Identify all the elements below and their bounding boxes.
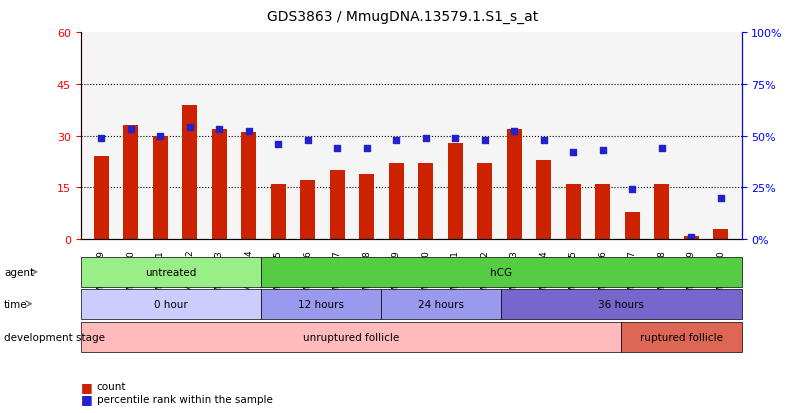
Point bbox=[567, 150, 580, 156]
Bar bbox=[477, 164, 492, 240]
Text: 36 hours: 36 hours bbox=[598, 299, 644, 309]
Point bbox=[213, 127, 226, 133]
Point bbox=[272, 141, 285, 148]
Point bbox=[390, 137, 403, 144]
Point bbox=[95, 135, 108, 142]
Text: agent: agent bbox=[4, 267, 34, 277]
Text: unruptured follicle: unruptured follicle bbox=[303, 332, 399, 342]
Bar bbox=[507, 129, 521, 240]
Text: GDS3863 / MmugDNA.13579.1.S1_s_at: GDS3863 / MmugDNA.13579.1.S1_s_at bbox=[268, 10, 538, 24]
Point bbox=[449, 135, 462, 142]
Point bbox=[419, 135, 432, 142]
Text: hCG: hCG bbox=[490, 267, 513, 277]
Bar bbox=[389, 164, 404, 240]
Point bbox=[596, 147, 609, 154]
Text: 24 hours: 24 hours bbox=[418, 299, 464, 309]
Bar bbox=[359, 174, 374, 240]
Point bbox=[183, 125, 196, 131]
Point bbox=[124, 127, 137, 133]
Point bbox=[714, 195, 727, 202]
Bar bbox=[212, 129, 226, 240]
Bar bbox=[625, 212, 640, 240]
Text: count: count bbox=[97, 381, 127, 391]
Bar bbox=[153, 136, 168, 240]
Bar bbox=[330, 171, 345, 240]
Bar bbox=[654, 185, 669, 240]
Bar bbox=[182, 105, 197, 240]
Bar bbox=[418, 164, 433, 240]
Bar bbox=[242, 133, 256, 240]
Text: development stage: development stage bbox=[4, 332, 105, 342]
Bar bbox=[123, 126, 138, 240]
Point bbox=[626, 187, 639, 193]
Bar bbox=[537, 160, 551, 240]
Bar bbox=[301, 181, 315, 240]
Text: percentile rank within the sample: percentile rank within the sample bbox=[97, 394, 272, 404]
Text: ■: ■ bbox=[81, 392, 93, 405]
Bar bbox=[596, 185, 610, 240]
Text: time: time bbox=[4, 299, 27, 309]
Text: 0 hour: 0 hour bbox=[154, 299, 188, 309]
Point bbox=[479, 137, 492, 144]
Point bbox=[154, 133, 167, 140]
Bar bbox=[566, 185, 580, 240]
Bar bbox=[93, 157, 109, 240]
Point bbox=[508, 129, 521, 135]
Point bbox=[538, 137, 550, 144]
Point bbox=[243, 129, 256, 135]
Point bbox=[330, 145, 343, 152]
Point bbox=[360, 145, 373, 152]
Point bbox=[301, 137, 314, 144]
Bar bbox=[448, 143, 463, 240]
Text: untreated: untreated bbox=[145, 267, 197, 277]
Text: ruptured follicle: ruptured follicle bbox=[640, 332, 723, 342]
Bar bbox=[713, 229, 729, 240]
Text: 12 hours: 12 hours bbox=[298, 299, 344, 309]
Point bbox=[655, 145, 668, 152]
Text: ■: ■ bbox=[81, 380, 93, 393]
Bar bbox=[271, 185, 285, 240]
Point bbox=[685, 234, 698, 241]
Bar bbox=[684, 236, 699, 240]
